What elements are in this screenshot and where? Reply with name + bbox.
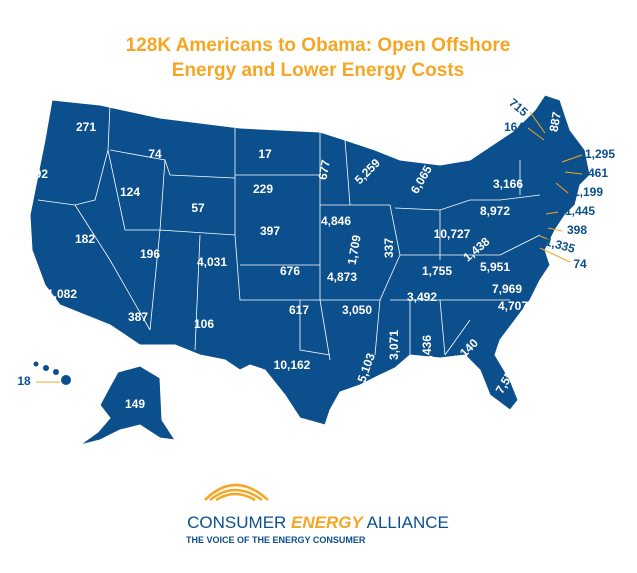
leader-lines: [36, 111, 583, 383]
state-label: 3,492: [407, 290, 437, 304]
state-label: 4,707: [498, 299, 528, 313]
state-label: 1,082: [47, 287, 77, 301]
state-label: 17: [258, 147, 272, 161]
state-label: 715: [506, 96, 531, 120]
state-label: 7,969: [492, 282, 522, 296]
state-label: 5,436: [420, 335, 434, 365]
state-label: 18: [17, 374, 31, 388]
state-borders: [37, 104, 541, 361]
state-label: 271: [76, 120, 96, 134]
state-label: 387: [128, 310, 148, 324]
state-label: 196: [140, 247, 160, 261]
state-label: 124: [120, 185, 140, 199]
state-label: 397: [260, 224, 280, 238]
state-label: 4,031: [197, 255, 227, 269]
state-label: 676: [280, 264, 300, 278]
state-label: 192: [28, 167, 48, 181]
state-label: 3,071: [387, 330, 401, 360]
state-label: 182: [75, 232, 95, 246]
state-label: 1,335: [544, 235, 577, 256]
state-label: 1,445: [565, 204, 595, 218]
state-label: 5,951: [480, 260, 510, 274]
state-label: 617: [289, 303, 309, 317]
state-label: 398: [567, 223, 587, 237]
state-label: 10,162: [274, 358, 311, 372]
state-label: 887: [547, 110, 564, 132]
state-label: 106: [194, 317, 214, 331]
state-label: 1,295: [585, 147, 615, 161]
logo-name: CONSUMER ENERGY ALLIANCE: [187, 513, 449, 532]
state-label: 677: [316, 158, 333, 180]
state-label: 337: [382, 238, 396, 258]
state-label: 57: [191, 201, 205, 215]
logo: [204, 483, 269, 502]
state-label: 1,755: [422, 264, 452, 278]
logo-word: CONSUMER: [187, 513, 286, 532]
logo-word: ENERGY: [291, 513, 364, 532]
state-label: 164: [504, 120, 524, 134]
hawaii: [33, 361, 71, 385]
state-label: 74: [573, 257, 587, 271]
alaska: [79, 365, 177, 446]
state-label: 8,972: [480, 204, 510, 218]
state-label: 229: [253, 182, 273, 196]
state-label: 4,846: [321, 214, 351, 228]
state-label: 3,166: [493, 177, 523, 191]
state-label: 4,873: [327, 270, 357, 284]
state-label: 1,199: [573, 185, 603, 199]
contiguous-us: [29, 94, 591, 426]
title-line: 128K Americans to Obama: Open Offshore: [126, 35, 511, 56]
state-label: 149: [125, 397, 145, 411]
logo-word: ALLIANCE: [367, 513, 449, 532]
us-map: [29, 94, 591, 446]
state-label: 461: [588, 166, 608, 180]
state-label: 1,709: [345, 234, 364, 266]
state-label: 3,050: [342, 303, 372, 317]
title-line: Energy and Lower Energy Costs: [172, 60, 464, 81]
state-label: 74: [148, 147, 162, 161]
state-label: 10,727: [434, 227, 471, 241]
logo-tagline: THE VOICE OF THE ENERGY CONSUMER: [186, 535, 366, 545]
